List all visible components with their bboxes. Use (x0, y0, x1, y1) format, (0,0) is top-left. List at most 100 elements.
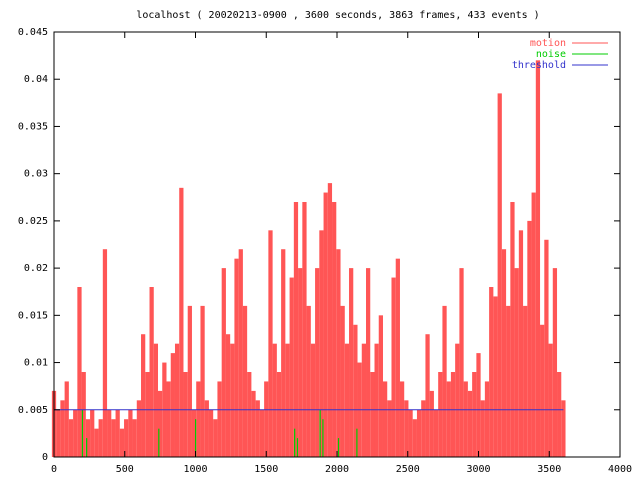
impulse (327, 183, 333, 457)
impulse (238, 249, 243, 457)
impulse (213, 419, 218, 457)
impulse (374, 343, 379, 457)
impulse (561, 400, 566, 457)
impulse (296, 438, 299, 457)
impulse (166, 381, 171, 457)
impulse (306, 305, 311, 457)
impulse (77, 287, 82, 457)
impulse (476, 353, 481, 457)
impulse (294, 428, 296, 457)
impulse (489, 287, 494, 457)
impulse (217, 381, 222, 457)
impulse (272, 343, 277, 457)
impulse (319, 230, 324, 457)
impulse (370, 372, 375, 457)
impulse (323, 192, 328, 458)
impulse (204, 400, 209, 457)
y-tick-label: 0.015 (18, 310, 48, 321)
impulse (293, 202, 299, 457)
impulse (472, 372, 477, 457)
impulse (531, 192, 536, 458)
impulse (200, 305, 205, 457)
y-tick-label: 0.005 (18, 405, 48, 416)
impulse (281, 249, 286, 457)
impulse (395, 258, 400, 457)
impulse (68, 419, 74, 457)
y-tick-label: 0.035 (18, 121, 48, 132)
impulse (344, 343, 350, 457)
impulse (416, 409, 422, 457)
impulse (60, 400, 65, 457)
x-tick-label: 1000 (183, 464, 207, 475)
legend-label: threshold (512, 60, 566, 71)
y-tick-label: 0.01 (24, 358, 48, 369)
impulse (315, 268, 320, 457)
impulse (480, 400, 485, 457)
x-tick-label: 2000 (325, 464, 349, 475)
impulse (340, 305, 345, 457)
impulse (523, 305, 528, 457)
impulse (187, 305, 192, 457)
impulse (208, 409, 214, 457)
impulse (196, 381, 201, 457)
impulse (497, 93, 502, 457)
impulse (552, 268, 558, 457)
x-tick-label: 0 (51, 464, 57, 475)
x-tick-label: 3000 (466, 464, 490, 475)
impulse (149, 287, 154, 457)
impulse (81, 372, 86, 457)
impulse (298, 268, 303, 457)
x-tick-label: 500 (116, 464, 134, 475)
impulse (158, 428, 160, 457)
impulse (353, 324, 358, 457)
impulse (255, 400, 260, 457)
impulse (132, 419, 137, 457)
impulse (366, 268, 371, 457)
impulse (145, 372, 150, 457)
impulse (242, 305, 248, 457)
y-tick-label: 0.02 (24, 263, 48, 274)
impulse (356, 428, 358, 457)
impulse (183, 372, 188, 457)
impulse (86, 438, 88, 457)
impulse (259, 409, 265, 457)
impulse (191, 409, 197, 457)
impulse (361, 343, 367, 457)
y-tick-label: 0.045 (18, 27, 48, 38)
impulse (446, 381, 451, 457)
impulse (544, 239, 549, 457)
impulse (285, 343, 290, 457)
impulse (450, 372, 456, 457)
impulse (442, 305, 447, 457)
x-tick-label: 1500 (254, 464, 278, 475)
impulse (73, 409, 78, 457)
impulse (463, 381, 468, 457)
impulse (319, 409, 321, 457)
impulse (247, 372, 252, 457)
y-tick-label: 0.04 (24, 74, 48, 85)
impulse (535, 60, 541, 457)
impulse (332, 202, 337, 457)
impulse (412, 419, 417, 457)
impulse (518, 230, 524, 457)
impulse (225, 334, 231, 457)
impulse (438, 372, 443, 457)
y-tick-label: 0 (42, 452, 48, 463)
x-tick-label: 4000 (608, 464, 632, 475)
y-tick-label: 0.03 (24, 169, 48, 180)
impulse (230, 343, 235, 457)
impulse (111, 419, 116, 457)
impulse (128, 409, 133, 457)
impulse (124, 419, 129, 457)
impulse (408, 409, 413, 457)
impulse (98, 419, 103, 457)
impulse (276, 372, 282, 457)
impulse (322, 419, 324, 457)
chart-title: localhost ( 20020213-0900 , 3600 seconds… (136, 10, 539, 21)
impulse (141, 334, 146, 457)
impulse (548, 343, 553, 457)
impulse (90, 409, 95, 457)
x-tick-label: 3500 (537, 464, 561, 475)
